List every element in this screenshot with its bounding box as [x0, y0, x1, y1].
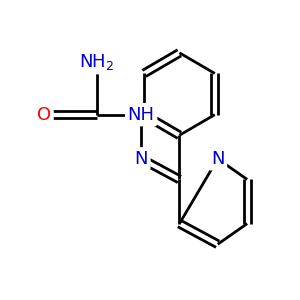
- Text: O: O: [37, 106, 51, 124]
- Text: N: N: [211, 150, 224, 168]
- Text: NH$_2$: NH$_2$: [79, 52, 115, 72]
- Text: N: N: [134, 150, 148, 168]
- Text: NH: NH: [128, 106, 155, 124]
